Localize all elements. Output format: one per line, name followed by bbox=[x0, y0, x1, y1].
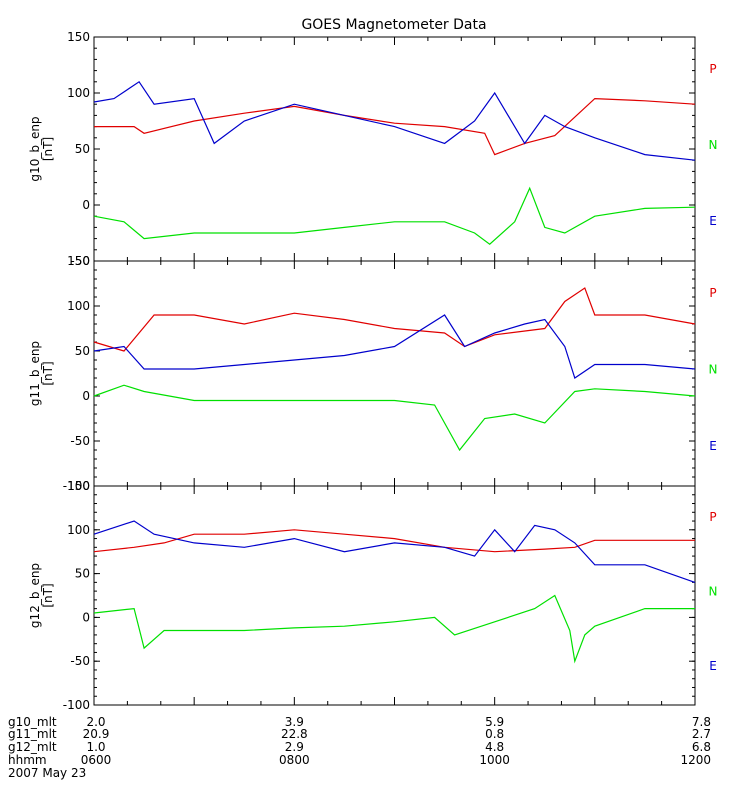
series-line-P bbox=[93, 287, 696, 352]
series-label-N: N bbox=[709, 363, 718, 377]
footer-row-label: g10_mlt bbox=[8, 715, 57, 729]
footer-cell: 3.9 bbox=[285, 715, 304, 729]
footer-cell: 2.0 bbox=[86, 715, 105, 729]
y-tick-label: 50 bbox=[75, 142, 90, 156]
series-line-N bbox=[93, 594, 695, 664]
series-label-P: P bbox=[709, 510, 716, 524]
series-label-N: N bbox=[709, 138, 718, 152]
chart-title: GOES Magnetometer Data bbox=[301, 17, 486, 33]
y-tick-label: 50 bbox=[75, 344, 90, 358]
y-axis-label: g10_b_enp bbox=[28, 116, 42, 181]
footer-cell: 2.9 bbox=[285, 740, 304, 754]
series-label-E: E bbox=[709, 214, 717, 228]
panel-frame bbox=[93, 36, 696, 262]
y-tick-label: 150 bbox=[67, 479, 90, 493]
footer-cell: 5.9 bbox=[485, 715, 504, 729]
series-label-N: N bbox=[709, 585, 718, 599]
series-label-E: E bbox=[709, 439, 717, 453]
y-tick-label: 150 bbox=[67, 254, 90, 268]
y-tick-label: -100 bbox=[63, 698, 90, 712]
y-tick-label: 0 bbox=[82, 198, 90, 212]
y-axis-label: g11_b_enp bbox=[28, 341, 42, 406]
y-tick-label: 100 bbox=[67, 523, 90, 537]
footer-cell: 0800 bbox=[279, 753, 310, 767]
series-line-E bbox=[93, 314, 696, 379]
footer-cell: 6.8 bbox=[692, 740, 711, 754]
series-line-E bbox=[93, 520, 696, 583]
y-tick-label: -50 bbox=[70, 654, 90, 668]
footer-cell: 1200 bbox=[680, 753, 711, 767]
footer-cell: 0.8 bbox=[485, 727, 504, 741]
series-line-P bbox=[93, 529, 695, 553]
series-label-P: P bbox=[709, 286, 716, 300]
panel-1: 150 100 50 0 -50 g10_b_enp [nT] P N E bbox=[28, 30, 717, 268]
y-tick-label: 0 bbox=[82, 610, 90, 624]
footer-cell: 1.0 bbox=[86, 740, 105, 754]
series-line-N bbox=[93, 186, 696, 245]
footer-cell: 22.8 bbox=[281, 727, 308, 741]
y-axis-units: [nT] bbox=[41, 361, 55, 385]
y-tick-label: 100 bbox=[67, 86, 90, 100]
panel-3: 150 100 50 0 -50 -100 g12_b_enp [nT] P N E bbox=[28, 479, 717, 712]
series-line-N bbox=[93, 384, 696, 452]
series-line-E bbox=[93, 80, 696, 161]
footer-row-label: g11_mlt bbox=[8, 727, 57, 741]
y-tick-label: 50 bbox=[75, 567, 90, 581]
panel-frame bbox=[93, 485, 696, 706]
footer-cell: 20.9 bbox=[83, 727, 110, 741]
series-label-P: P bbox=[709, 62, 716, 76]
footer-row-label: hhmm bbox=[8, 753, 47, 767]
footer-date: 2007 May 23 bbox=[8, 766, 86, 780]
y-axis-units: [nT] bbox=[41, 137, 55, 161]
y-tick-label: 0 bbox=[82, 389, 90, 403]
y-tick-label: 100 bbox=[67, 299, 90, 313]
y-tick-label: -100 bbox=[63, 479, 90, 493]
y-tick-label: 150 bbox=[67, 30, 90, 44]
series-label-E: E bbox=[709, 659, 717, 673]
panel-2: 150 100 50 0 -50 -100 g11_b_enp [nT] P N E bbox=[28, 254, 717, 493]
y-axis-label: g12_b_enp bbox=[28, 563, 42, 628]
footer-table: g10_mlt 2.0 3.9 5.9 7.8 g11_mlt 20.9 22.8 0.8 2.7… bbox=[8, 715, 711, 780]
footer-cell: 4.8 bbox=[485, 740, 504, 754]
y-axis-units: [nT] bbox=[41, 583, 55, 607]
y-tick-label: -50 bbox=[70, 254, 90, 268]
footer-cell: 7.8 bbox=[692, 715, 711, 729]
series-line-P bbox=[94, 97, 696, 156]
footer-row-label: g12_mlt bbox=[8, 740, 57, 754]
y-tick-label: -50 bbox=[70, 434, 90, 448]
panel-frame bbox=[93, 260, 696, 487]
footer-cell: 1000 bbox=[479, 753, 510, 767]
footer-cell: 2.7 bbox=[692, 727, 711, 741]
footer-cell: 0600 bbox=[81, 753, 112, 767]
